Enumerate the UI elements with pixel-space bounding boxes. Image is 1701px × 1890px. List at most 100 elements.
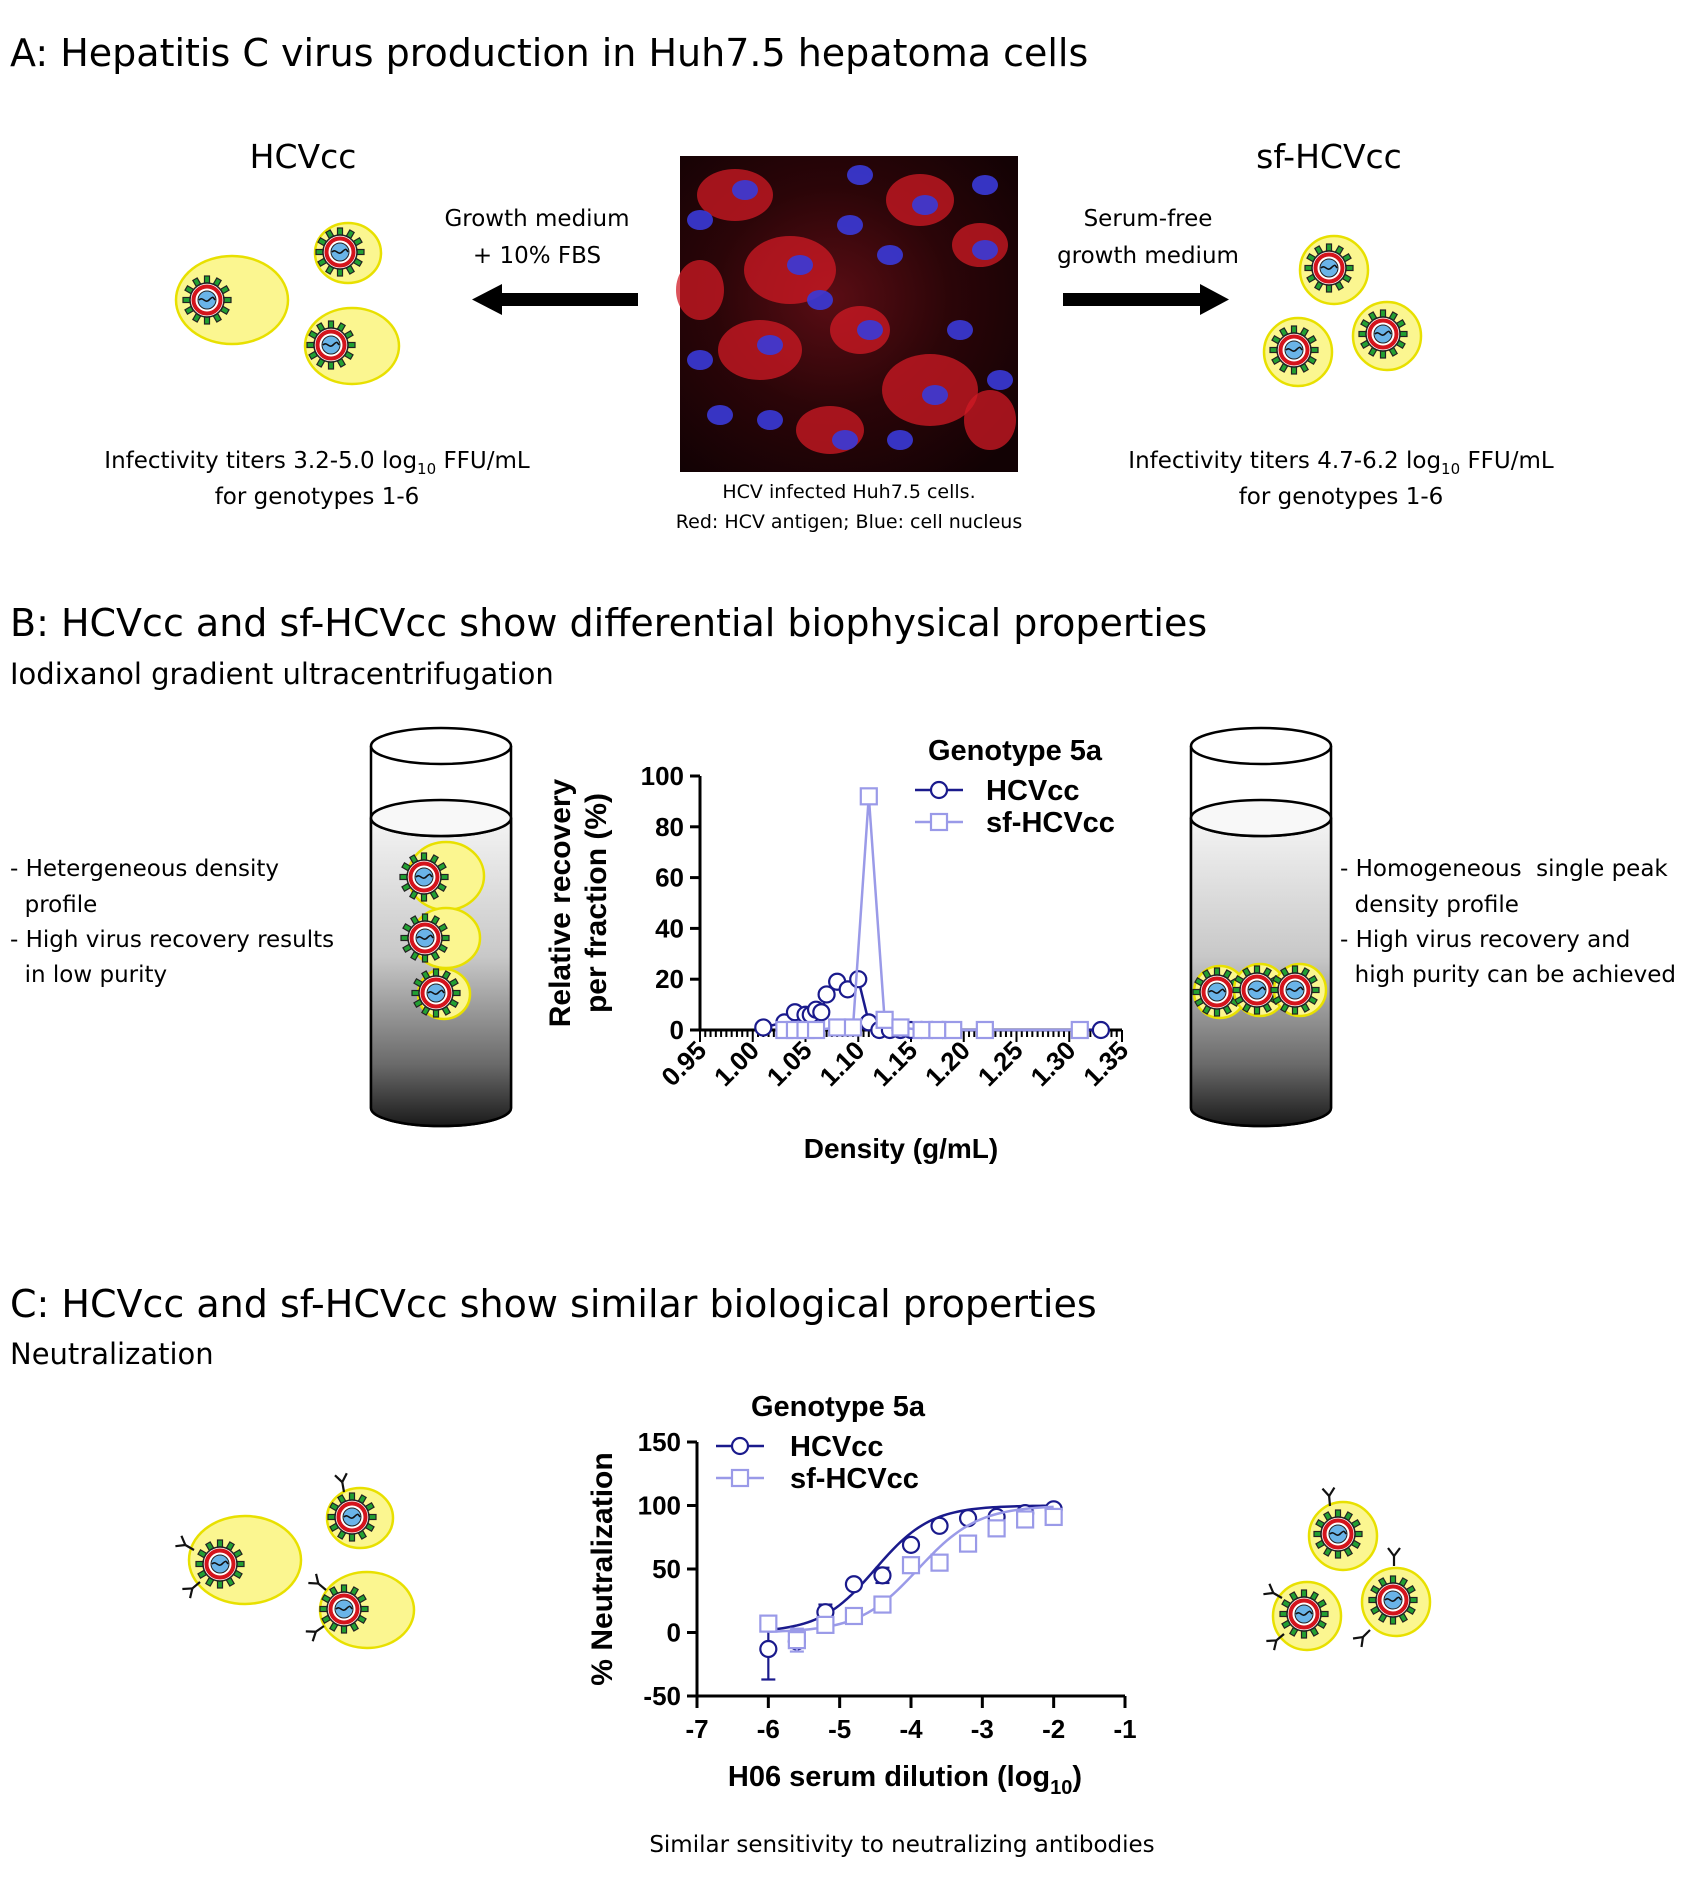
sf-hcvcc-genotypes: for genotypes 1-6 [1239, 484, 1444, 510]
cell-nucleus [847, 165, 873, 185]
data-point [843, 1018, 863, 1037]
data-point [930, 1516, 949, 1535]
hcvcc-particles-top [174, 221, 401, 386]
legend-marker [929, 812, 949, 832]
data-point [759, 1639, 778, 1659]
svg-text:high purity can be achieved: high purity can be achieved [1340, 962, 1676, 988]
x-tick-label: -4 [899, 1714, 923, 1744]
x-tick-label: -3 [971, 1714, 994, 1744]
y-tick-label: 0 [670, 1015, 684, 1045]
cell-nucleus [877, 245, 903, 265]
data-point [787, 1631, 806, 1650]
microscopy-caption-1: HCV infected Huh7.5 cells. [722, 481, 975, 503]
sf-growth-medium-label: growth medium [1057, 243, 1239, 269]
x-tick-label: 1.20 [919, 1035, 976, 1092]
cell-nucleus [947, 320, 973, 340]
panel-a-heading: A: Hepatitis C virus production in Huh7.… [10, 31, 1088, 75]
panel-b-heading: B: HCVcc and sf-HCVcc show differential … [10, 601, 1207, 645]
cell-nucleus [832, 430, 858, 450]
data-point [806, 1020, 826, 1040]
svg-text:- Homogeneous single peak: - Homogeneous single peak [1340, 856, 1668, 882]
sf-hcvcc-particles-top [1262, 234, 1423, 388]
cell-nucleus [787, 255, 813, 275]
legend-label: HCVcc [986, 775, 1080, 807]
cell-nucleus [732, 180, 758, 200]
cell-nucleus [972, 240, 998, 260]
panel-c-heading: C: HCVcc and sf-HCVcc show similar biolo… [10, 1282, 1097, 1326]
data-point [812, 1003, 831, 1022]
x-tick-label: -5 [828, 1714, 851, 1744]
x-axis-label: H06 serum dilution (log10) [728, 1761, 1082, 1799]
fit-curve [768, 1505, 1054, 1633]
chart-title: Genotype 5a [751, 1391, 926, 1423]
x-tick-label: -7 [685, 1714, 708, 1744]
sf-hcvcc-particles-bottom [1262, 1486, 1432, 1652]
data-point [944, 1020, 963, 1040]
svg-text:profile: profile [10, 892, 97, 918]
legend-marker [929, 780, 949, 800]
cell-nucleus [922, 385, 948, 405]
y-tick-label: 150 [638, 1427, 681, 1457]
infected-cell [676, 260, 724, 320]
data-point [930, 1553, 949, 1572]
y-tick-label: 40 [655, 913, 684, 943]
cell-nucleus [857, 320, 883, 340]
data-point [987, 1519, 1006, 1538]
data-point [849, 970, 868, 989]
x-tick-label: 1.00 [708, 1035, 765, 1092]
data-point [1070, 1020, 1089, 1040]
serum-free-label: Serum-free [1084, 206, 1213, 232]
hcvcc-particles-bottom [174, 1472, 416, 1650]
x-axis-label: Density (g/mL) [804, 1133, 998, 1164]
data-point [1016, 1510, 1035, 1529]
legend-marker [730, 1468, 750, 1488]
data-point [901, 1535, 921, 1554]
cell-nucleus [687, 350, 713, 370]
data-point [754, 1018, 773, 1037]
legend-label: sf-HCVcc [986, 807, 1115, 839]
right-arrow-icon [1063, 284, 1229, 315]
cell-nucleus [987, 370, 1013, 390]
svg-text:- High virus recovery and: - High virus recovery and [1340, 927, 1630, 953]
x-tick-label: 1.15 [866, 1035, 923, 1092]
fbs-label: + 10% FBS [473, 243, 601, 269]
microscopy-image [676, 156, 1018, 472]
chart-title: Genotype 5a [928, 735, 1103, 767]
cell-nucleus [707, 405, 733, 425]
panel-c-subheading: Neutralization [10, 1337, 214, 1371]
data-point [759, 1614, 778, 1633]
data-point [844, 1575, 864, 1594]
data-point [1044, 1507, 1063, 1527]
data-point [844, 1606, 864, 1626]
cell-blobs [676, 165, 1016, 454]
cell-nucleus [757, 410, 783, 430]
cell-nucleus [757, 335, 783, 355]
y-axis-label: % Neutralization [586, 1452, 619, 1685]
x-tick-label: -6 [757, 1714, 780, 1744]
y-axis-label-1: Relative recovery [544, 778, 577, 1027]
data-point [975, 1020, 994, 1040]
data-point [816, 1615, 835, 1634]
hcvcc-genotypes: for genotypes 1-6 [215, 484, 420, 510]
left-arrow-icon [472, 284, 638, 315]
hcvcc-titer: Infectivity titers 3.2-5.0 log10 FFU/mL [104, 448, 530, 478]
y-tick-label: 60 [655, 863, 684, 893]
data-point [817, 985, 836, 1004]
x-tick-label: 0.95 [655, 1035, 712, 1092]
legend-label: sf-HCVcc [790, 1463, 919, 1495]
right-tube [1189, 726, 1333, 1128]
data-point [901, 1556, 921, 1575]
svg-text:in low purity: in low purity [10, 962, 167, 988]
data-point [891, 1018, 910, 1037]
panel-c-caption: Similar sensitivity to neutralizing anti… [649, 1832, 1154, 1858]
data-point [875, 1010, 894, 1029]
data-point [873, 1595, 892, 1614]
data-point [873, 1566, 892, 1585]
hcvcc-label: HCVcc [250, 137, 357, 176]
growth-medium-label: Growth medium [444, 206, 629, 232]
x-tick-label: 1.35 [1077, 1035, 1134, 1092]
y-tick-label: 80 [655, 812, 684, 842]
neutralization-chart: -50 0 50 100 150 -7 -6 -5 -4 -3 -2 -1 H06 serum dilu… [586, 1391, 1137, 1799]
y-tick-label: 0 [667, 1618, 681, 1648]
y-tick-label: 100 [641, 761, 684, 791]
